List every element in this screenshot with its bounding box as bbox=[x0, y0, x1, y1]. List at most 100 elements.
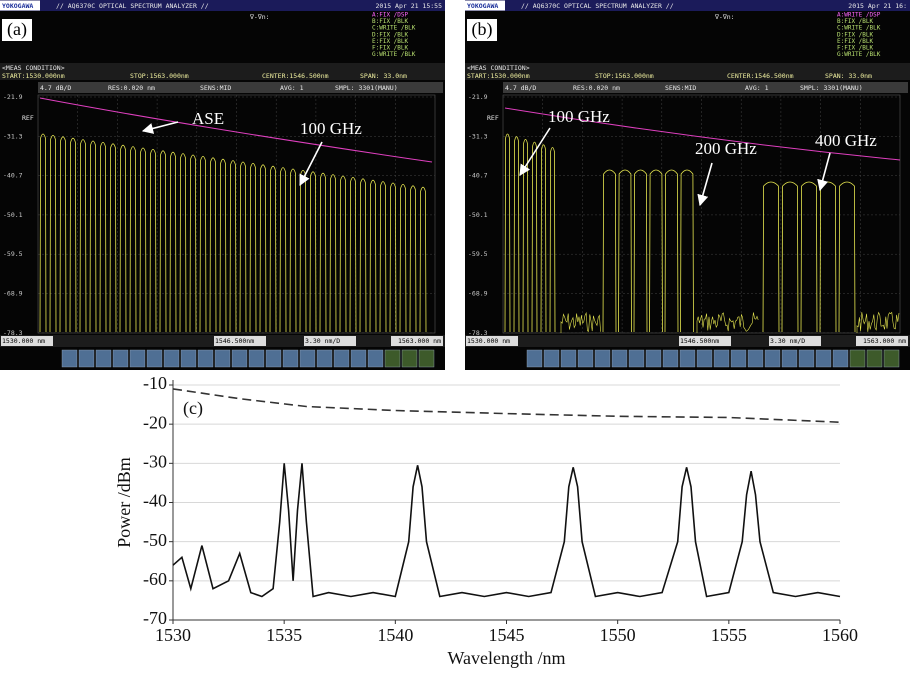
axis-x_div: 3.30 nm/D bbox=[770, 337, 805, 345]
softkey[interactable] bbox=[79, 350, 94, 367]
meas-start: START:1530.000nm bbox=[467, 72, 530, 80]
softkey[interactable] bbox=[402, 350, 417, 367]
level-label: -50.1 bbox=[3, 211, 23, 219]
softkey[interactable] bbox=[578, 350, 593, 367]
x-tick-label: 1560 bbox=[822, 625, 858, 645]
panel-label: (c) bbox=[183, 398, 203, 419]
axis-x_center: 1546.500nm bbox=[215, 337, 254, 345]
setting-res: RES:0.020 nm bbox=[108, 84, 155, 92]
ref-label: REF bbox=[22, 114, 34, 122]
axis-x_start: 1530.000 nm bbox=[2, 337, 45, 345]
softkey[interactable] bbox=[646, 350, 661, 367]
axis-x_div: 3.30 nm/D bbox=[305, 337, 340, 345]
setting-sens: SENS:MID bbox=[665, 84, 696, 92]
softkey[interactable] bbox=[147, 350, 162, 367]
level-label: -40.7 bbox=[468, 172, 488, 180]
softkey[interactable] bbox=[419, 350, 434, 367]
meas-condition: <MEAS CONDITION> bbox=[2, 64, 65, 72]
softkey[interactable] bbox=[850, 350, 865, 367]
softkey[interactable] bbox=[663, 350, 678, 367]
softkey[interactable] bbox=[300, 350, 315, 367]
axis-x_stop: 1563.000 nm bbox=[863, 337, 906, 345]
softkey[interactable] bbox=[113, 350, 128, 367]
level-label: -59.5 bbox=[468, 250, 488, 258]
softkey[interactable] bbox=[351, 350, 366, 367]
softkey[interactable] bbox=[232, 350, 247, 367]
softkey[interactable] bbox=[368, 350, 383, 367]
meas-start: START:1530.000nm bbox=[2, 72, 65, 80]
timestamp: 2015 Apr 21 16: bbox=[848, 2, 907, 10]
brand: YOKOGAWA bbox=[467, 2, 498, 10]
setting-smpl: SMPL: 3301(MANU) bbox=[335, 84, 398, 92]
analyzer-title: // AQ6370C OPTICAL SPECTRUM ANALYZER // bbox=[56, 2, 209, 10]
annotation: 200 GHz bbox=[695, 139, 757, 158]
spectrum-line bbox=[173, 463, 840, 596]
level-label: -31.3 bbox=[3, 132, 23, 140]
ref-label: REF bbox=[487, 114, 499, 122]
setting-scale: 4.7 dB/D bbox=[40, 84, 71, 92]
level-label: -31.3 bbox=[468, 132, 488, 140]
setting-sens: SENS:MID bbox=[200, 84, 231, 92]
softkey[interactable] bbox=[62, 350, 77, 367]
softkey[interactable] bbox=[266, 350, 281, 367]
level-label: -50.1 bbox=[468, 211, 488, 219]
softkey[interactable] bbox=[96, 350, 111, 367]
x-tick-label: 1540 bbox=[377, 625, 413, 645]
softkey[interactable] bbox=[317, 350, 332, 367]
softkey[interactable] bbox=[283, 350, 298, 367]
figure: YOKOGAWA // AQ6370C OPTICAL SPECTRUM ANAL… bbox=[0, 0, 910, 674]
meas-span: SPAN: 33.0nm bbox=[825, 72, 872, 80]
softkey[interactable] bbox=[765, 350, 780, 367]
axis-x_center: 1546.500nm bbox=[680, 337, 719, 345]
setting-avg: AVG: 1 bbox=[745, 84, 769, 92]
softkey[interactable] bbox=[164, 350, 179, 367]
softkey[interactable] bbox=[799, 350, 814, 367]
softkey[interactable] bbox=[833, 350, 848, 367]
softkey[interactable] bbox=[130, 350, 145, 367]
softkey[interactable] bbox=[697, 350, 712, 367]
x-tick-label: 1550 bbox=[600, 625, 636, 645]
meas-center: CENTER:1546.500nm bbox=[262, 72, 329, 80]
annotation: 400 GHz bbox=[815, 131, 877, 150]
softkey[interactable] bbox=[816, 350, 831, 367]
softkey[interactable] bbox=[680, 350, 695, 367]
axis-x_stop: 1563.000 nm bbox=[398, 337, 441, 345]
x-tick-label: 1535 bbox=[266, 625, 302, 645]
y-axis-title: Power /dBm bbox=[114, 457, 134, 548]
softkey[interactable] bbox=[215, 350, 230, 367]
level-label: -59.5 bbox=[3, 250, 23, 258]
softkey[interactable] bbox=[334, 350, 349, 367]
softkey[interactable] bbox=[629, 350, 644, 367]
softkey[interactable] bbox=[385, 350, 400, 367]
panel-label: (a) bbox=[7, 19, 27, 40]
softkey[interactable] bbox=[561, 350, 576, 367]
y-tick-label: -60 bbox=[143, 569, 167, 589]
softkey[interactable] bbox=[595, 350, 610, 367]
meas-stop: STOP:1563.000nm bbox=[130, 72, 189, 80]
ase-line bbox=[173, 389, 840, 422]
softkey[interactable] bbox=[198, 350, 213, 367]
annotation: 100 GHz bbox=[300, 119, 362, 138]
meas-condition: <MEAS CONDITION> bbox=[467, 64, 530, 72]
softkey[interactable] bbox=[731, 350, 746, 367]
annotation: 100 GHz bbox=[548, 107, 610, 126]
softkey[interactable] bbox=[249, 350, 264, 367]
marker-readout: ∇-∇n: bbox=[249, 13, 270, 21]
softkey[interactable] bbox=[748, 350, 763, 367]
axis-x_start: 1530.000 nm bbox=[467, 337, 510, 345]
softkey[interactable] bbox=[884, 350, 899, 367]
softkey[interactable] bbox=[544, 350, 559, 367]
analyzer-title: // AQ6370C OPTICAL SPECTRUM ANALYZER // bbox=[521, 2, 674, 10]
y-tick-label: -50 bbox=[143, 530, 167, 550]
annotation: ASE bbox=[192, 109, 224, 128]
softkey[interactable] bbox=[181, 350, 196, 367]
softkey[interactable] bbox=[612, 350, 627, 367]
x-tick-label: 1555 bbox=[711, 625, 747, 645]
softkey[interactable] bbox=[714, 350, 729, 367]
level-label: -21.9 bbox=[3, 93, 23, 101]
softkey[interactable] bbox=[867, 350, 882, 367]
osa-screen: YOKOGAWA // AQ6370C OPTICAL SPECTRUM ANAL… bbox=[465, 0, 910, 370]
softkey[interactable] bbox=[527, 350, 542, 367]
y-tick-label: -10 bbox=[143, 373, 167, 393]
softkey[interactable] bbox=[782, 350, 797, 367]
